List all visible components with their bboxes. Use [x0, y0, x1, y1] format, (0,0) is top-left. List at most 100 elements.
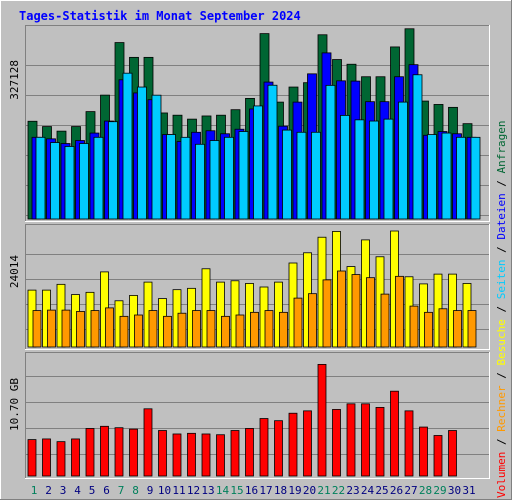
day-label-26: 26	[390, 484, 403, 497]
rechner-bar-day-19	[293, 297, 303, 348]
volumen-bar-day-4	[71, 438, 80, 477]
day-label-25: 25	[375, 484, 388, 497]
seiten-bar-day-16	[253, 105, 263, 220]
rechner-bar-day-22	[337, 270, 346, 348]
rechner-bar-day-24	[366, 277, 375, 348]
seiten-bar-day-24	[369, 120, 379, 220]
seiten-bar-day-30	[456, 136, 466, 220]
day-label-3: 3	[60, 484, 67, 497]
seiten-bar-day-1	[35, 136, 46, 220]
rechner-bar-day-10	[163, 315, 172, 348]
volumen-bar-day-25	[375, 406, 385, 477]
legend-separator: /	[495, 240, 508, 260]
legend-text: Volumen / Rechner / Besuche / Seiten / D…	[495, 120, 508, 498]
volume-scale-label: 10.70 GB	[8, 378, 21, 431]
volumen-bar-day-28	[419, 426, 428, 477]
volumen-bar-day-22	[332, 409, 341, 477]
chart-panels: 327128 24014 10.70 GB	[8, 25, 490, 479]
day-label-22: 22	[332, 484, 345, 497]
rechner-bar-day-3	[61, 309, 71, 348]
seiten-bar-day-17	[267, 84, 278, 220]
day-label-18: 18	[274, 484, 287, 497]
day-label-6: 6	[103, 484, 110, 497]
rechner-bar-day-18	[279, 311, 288, 348]
day-label-15: 15	[230, 484, 243, 497]
rechner-bar-day-4	[76, 311, 85, 348]
volumen-bar-day-3	[56, 441, 66, 477]
volumen-bar-day-19	[288, 412, 298, 477]
day-label-14: 14	[216, 484, 230, 497]
day-label-7: 7	[118, 484, 125, 497]
legend-separator: /	[495, 432, 508, 452]
rechner-bar-day-21	[322, 279, 332, 348]
seiten-bar-day-18	[282, 129, 292, 220]
rechner-bar-day-17	[264, 310, 274, 348]
volumen-bar-day-24	[361, 403, 370, 477]
chart-title: Tages-Statistik im Monat September 2024	[19, 9, 301, 23]
seiten-bar-day-28	[427, 134, 437, 220]
day-label-1: 1	[31, 484, 38, 497]
seiten-bar-day-15	[238, 131, 249, 220]
volumen-bar-day-13	[201, 433, 211, 477]
legend-separator: /	[495, 299, 508, 319]
seiten-bar-day-29	[441, 132, 452, 220]
besuche-bar-day-13	[201, 268, 211, 348]
besuche-bar-day-15	[230, 280, 240, 348]
legend-rechner: Rechner	[495, 385, 508, 432]
day-label-31: 31	[462, 484, 475, 497]
day-label-27: 27	[404, 484, 417, 497]
volumen-bar-day-6	[100, 425, 109, 477]
hits-panel: 327128	[8, 25, 490, 222]
volumen-bar-day-7	[114, 427, 124, 477]
seiten-bar-day-19	[296, 131, 307, 220]
day-label-9: 9	[147, 484, 154, 497]
volumen-bar-day-9	[143, 408, 153, 477]
rechner-bar-day-20	[308, 293, 317, 348]
series-besuche	[27, 230, 472, 348]
volumen-bar-day-21	[317, 363, 327, 477]
volumen-bar-day-15	[230, 430, 240, 477]
legend-seiten: Seiten	[495, 260, 508, 300]
day-label-13: 13	[201, 484, 214, 497]
volumen-bar-day-14	[216, 434, 225, 477]
seiten-bar-day-13	[209, 140, 220, 220]
rechner-bar-day-15	[235, 314, 245, 348]
seiten-bar-day-26	[398, 101, 408, 220]
seiten-bar-day-22	[340, 115, 350, 220]
rechner-bar-day-6	[105, 307, 114, 348]
day-label-8: 8	[132, 484, 139, 497]
hits-scale-label: 327128	[8, 60, 21, 100]
volumen-bar-day-30	[448, 430, 457, 477]
legend-besuche: Besuche	[495, 319, 508, 365]
volumen-bar-day-23	[346, 403, 356, 477]
rechner-bar-day-12	[192, 310, 201, 348]
day-label-20: 20	[303, 484, 316, 497]
rechner-bar-day-26	[395, 275, 404, 348]
rechner-bar-day-16	[250, 311, 259, 348]
seiten-bar-day-10	[166, 134, 176, 220]
day-label-2: 2	[45, 484, 52, 497]
series-volumen	[27, 363, 457, 477]
volumen-bar-day-16	[245, 428, 254, 477]
rechner-bar-day-9	[148, 310, 158, 348]
seiten-bar-day-8	[137, 86, 147, 220]
volumen-bar-day-29	[433, 435, 443, 477]
seiten-bar-day-9	[151, 94, 162, 220]
rechner-bar-day-23	[351, 274, 361, 348]
seiten-bar-day-7	[122, 72, 133, 220]
legend-separator: /	[495, 173, 508, 193]
day-label-29: 29	[433, 484, 446, 497]
rechner-bar-day-27	[409, 305, 419, 348]
seiten-bar-day-27	[412, 74, 423, 220]
rechner-bar-day-13	[206, 310, 216, 348]
rechner-bar-day-29	[438, 308, 448, 348]
day-label-17: 17	[259, 484, 272, 497]
volumen-bar-day-8	[129, 428, 138, 477]
seiten-bar-day-25	[383, 118, 394, 220]
seiten-bar-day-4	[79, 143, 89, 220]
day-label-4: 4	[74, 484, 81, 497]
seiten-bar-day-31	[470, 136, 481, 220]
seiten-bar-day-2	[50, 142, 60, 220]
seiten-bar-day-12	[195, 143, 205, 220]
legend-dateien: Dateien	[495, 193, 508, 239]
